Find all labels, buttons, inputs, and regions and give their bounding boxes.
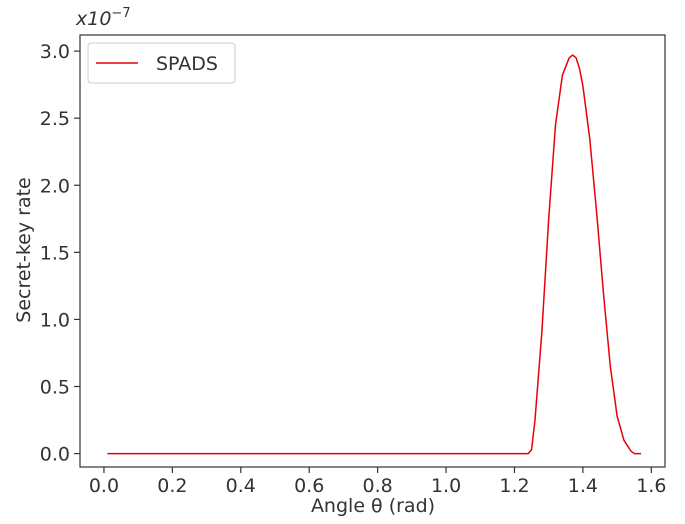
legend-label-spads: SPADS (156, 53, 218, 75)
y-axis-label: Secret-key rate (13, 177, 35, 322)
x-tick-label: 0.0 (89, 475, 119, 497)
series-layer (107, 54, 642, 455)
y-tick-label: 0.5 (40, 377, 70, 399)
y-tick-label: 2.5 (40, 108, 70, 130)
x-tick-label: 1.0 (431, 475, 461, 497)
y-tick-label: 0.0 (40, 444, 70, 466)
y-axis-multiplier: x10−7 (75, 6, 131, 30)
y-tick-label: 1.5 (40, 242, 70, 264)
plot-frame (79, 34, 666, 468)
x-tick-label: 0.8 (363, 475, 393, 497)
x-tick-label: 0.6 (294, 475, 324, 497)
x-tick-label: 0.4 (226, 475, 256, 497)
legend-box (87, 42, 236, 84)
y-tick-label: 2.0 (40, 175, 70, 197)
legend: SPADS (87, 42, 236, 84)
x-tick-label: 0.2 (157, 475, 187, 497)
x-axis-label: Angle θ (rad) (311, 495, 435, 517)
y-axis-ticks: 0.0 0.5 1.0 1.5 2.0 2.5 3.0 (40, 41, 80, 466)
series-line-spads (107, 54, 642, 455)
y-tick-label: 3.0 (40, 41, 70, 63)
x-axis-ticks: 0.0 0.2 0.4 0.6 0.8 1.0 1.2 1.4 1.6 (89, 467, 666, 497)
x-tick-label: 1.6 (636, 475, 666, 497)
y-tick-label: 1.0 (40, 309, 70, 331)
x-tick-label: 1.2 (499, 475, 529, 497)
x-tick-label: 1.4 (568, 475, 598, 497)
